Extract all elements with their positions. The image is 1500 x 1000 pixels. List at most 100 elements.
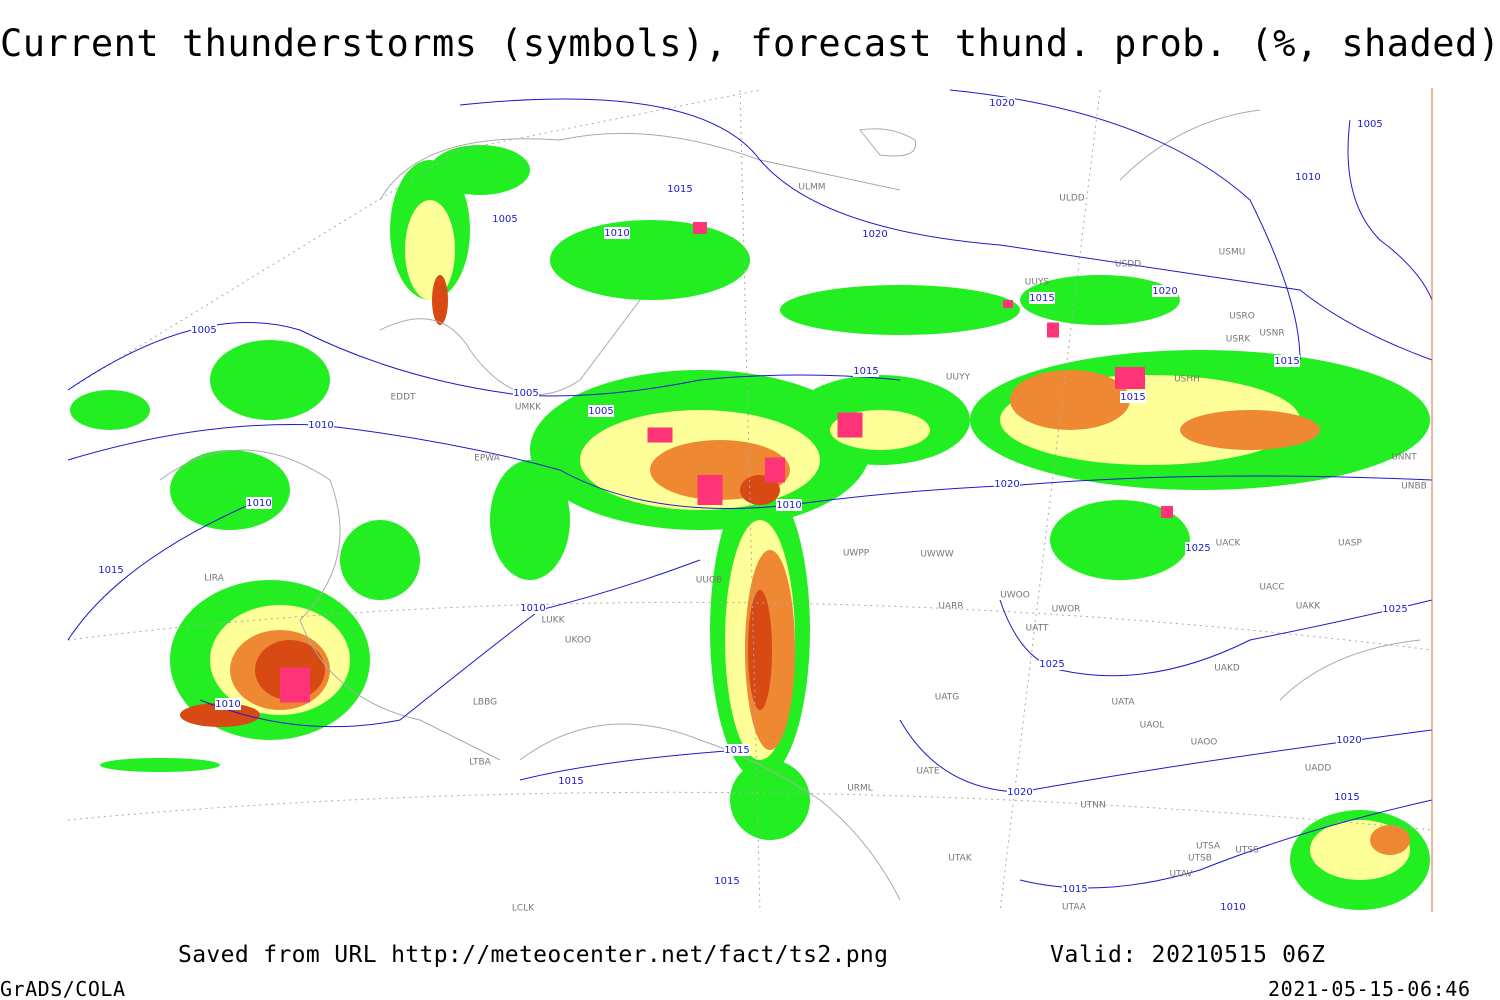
isobar: [459, 98, 1433, 361]
coastline: [159, 449, 501, 761]
isobar: [67, 423, 1433, 509]
isobar: [67, 499, 701, 728]
shaded-area: [432, 275, 448, 325]
probability-shading: [70, 145, 1430, 910]
station-code: UAOO: [1191, 738, 1218, 748]
isobar: [949, 89, 1301, 361]
shaded-area: [430, 145, 530, 195]
station-code: ULMM: [798, 183, 825, 193]
shaded-area: [405, 200, 455, 300]
thunderstorm-cluster: [765, 457, 785, 483]
label-backdrop: [1334, 791, 1360, 803]
shaded-area: [1180, 410, 1320, 450]
shaded-area: [100, 758, 220, 772]
coastline: [519, 723, 901, 901]
station-code: UNNT: [1391, 453, 1417, 463]
isobar-label: 1020: [1152, 286, 1177, 297]
label-backdrop: [714, 875, 740, 887]
label-backdrop: [98, 564, 124, 576]
label-backdrop: [1152, 285, 1178, 297]
station-code: UAKK: [1296, 602, 1322, 612]
isobar-label: 1010: [308, 420, 333, 431]
label-backdrop: [588, 405, 614, 417]
station-code: UARR: [938, 602, 963, 612]
station-code: USRK: [1226, 335, 1252, 345]
label-backdrop: [1185, 542, 1211, 554]
station-code: UADD: [1305, 764, 1332, 774]
label-backdrop: [604, 227, 630, 239]
station-code: UAKD: [1214, 664, 1240, 674]
label-backdrop: [776, 499, 802, 511]
isobar-label: 1005: [513, 388, 538, 399]
isobar: [999, 599, 1433, 677]
lake: [859, 128, 917, 157]
label-backdrop: [989, 97, 1015, 109]
shaded-area: [780, 285, 1020, 335]
isobar-label: 1015: [1274, 356, 1299, 367]
isobar-label: 1025: [1185, 543, 1210, 554]
label-backdrop: [308, 419, 334, 431]
isobar-label: 1015: [714, 876, 739, 887]
isobar-label: 1010: [776, 500, 801, 511]
thunderstorm-cluster: [1003, 300, 1013, 308]
isobar-label: 1015: [1062, 884, 1087, 895]
isobar-label: 1020: [862, 229, 887, 240]
station-code: UATA: [1111, 698, 1135, 708]
timestamp: 2021-05-15-06:46: [1268, 977, 1470, 1000]
station-code: UTAV: [1169, 870, 1193, 880]
station-code: LTBA: [469, 758, 491, 768]
thunderstorm-cluster: [697, 475, 723, 505]
station-code: UUYY: [946, 373, 971, 383]
station-code: UTAK: [948, 854, 973, 864]
shaded-area: [340, 520, 420, 600]
shaded-area: [748, 590, 772, 710]
shaded-area: [550, 220, 750, 300]
label-backdrop: [1029, 292, 1055, 304]
isobar-label: 1015: [1120, 392, 1145, 403]
shaded-area: [70, 390, 150, 430]
thunderstorm-cluster: [1047, 322, 1059, 338]
station-code: EPWA: [474, 454, 501, 464]
station-code: USDD: [1115, 260, 1141, 270]
station-code: UASP: [1338, 539, 1362, 549]
isobar-label: 1020: [994, 479, 1019, 490]
thunderstorm-cluster: [647, 427, 673, 443]
station-code: USRO: [1229, 312, 1255, 322]
graticule: [67, 89, 1433, 913]
station-code: UTSA: [1196, 842, 1221, 852]
isobar-label: 1025: [1382, 604, 1407, 615]
station-code: LUKK: [542, 616, 566, 626]
label-backdrop: [1007, 786, 1033, 798]
station-code: LIRA: [204, 574, 225, 584]
isobar: [1347, 119, 1433, 301]
station-code: UATG: [935, 693, 960, 703]
isobar: [67, 322, 901, 397]
label-backdrop: [513, 387, 539, 399]
isobar-label: 1005: [492, 214, 517, 225]
coastline: [379, 299, 641, 395]
station-code: USNR: [1259, 329, 1284, 339]
station-code: UACC: [1259, 583, 1284, 593]
valid-time: Valid: 20210515 06Z: [1050, 942, 1325, 968]
isobar-label: 1015: [667, 184, 692, 195]
station-code: UTSB: [1188, 854, 1212, 864]
thunderstorm-cluster: [280, 667, 310, 703]
label-backdrop: [215, 698, 241, 710]
station-code: UWWW: [920, 550, 953, 560]
isobar-label: 1010: [1295, 172, 1320, 183]
isobar-label: 1005: [191, 325, 216, 336]
station-code: UAOL: [1140, 721, 1165, 731]
station-code: UKOO: [565, 636, 591, 646]
station-code: USHH: [1174, 375, 1200, 385]
thunderstorm-cluster: [693, 222, 707, 234]
isobar-label: 1005: [1357, 119, 1382, 130]
shaded-area: [170, 450, 290, 530]
station-code: UTAA: [1062, 903, 1087, 913]
isobar-label: 1020: [989, 98, 1014, 109]
isobar-label: 1010: [520, 603, 545, 614]
station-code: UTSS: [1235, 846, 1259, 856]
shaded-area: [730, 760, 810, 840]
isobar-label: 1015: [853, 366, 878, 377]
station-code: URML: [847, 784, 873, 794]
